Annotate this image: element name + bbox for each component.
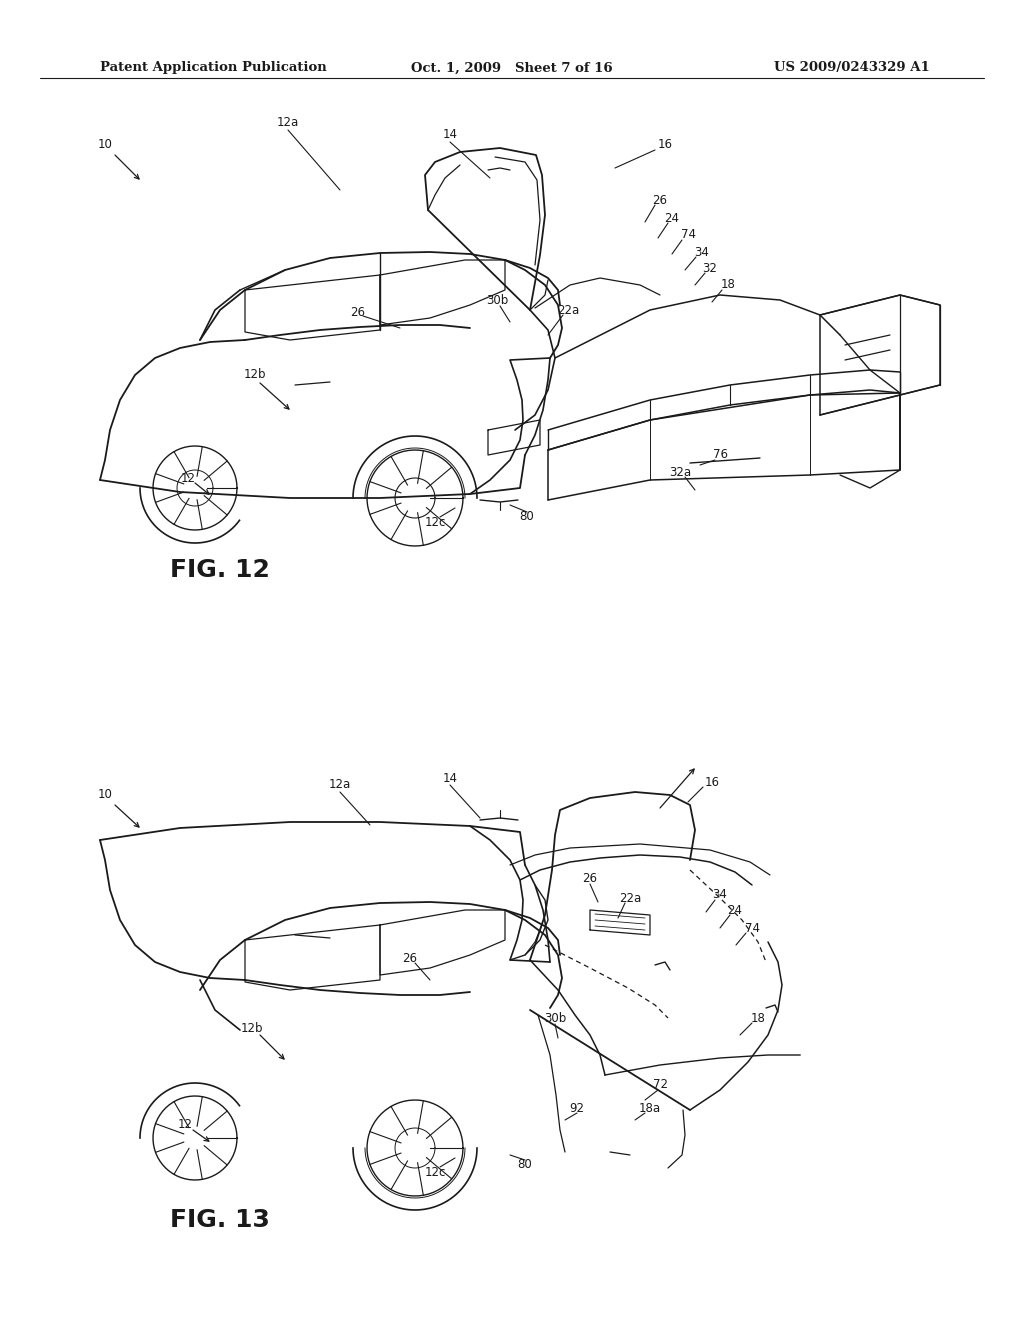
Text: 24: 24 xyxy=(727,903,742,916)
Text: 22a: 22a xyxy=(618,891,641,904)
Text: 74: 74 xyxy=(744,921,760,935)
Text: 12c: 12c xyxy=(424,1166,445,1179)
Text: 16: 16 xyxy=(657,139,673,152)
Text: Oct. 1, 2009   Sheet 7 of 16: Oct. 1, 2009 Sheet 7 of 16 xyxy=(412,62,612,74)
Text: 12a: 12a xyxy=(276,116,299,128)
Text: 22a: 22a xyxy=(557,304,580,317)
Text: 80: 80 xyxy=(519,511,535,524)
Text: 34: 34 xyxy=(713,888,727,902)
Text: 12c: 12c xyxy=(424,516,445,528)
Text: 26: 26 xyxy=(652,194,668,206)
Text: 18a: 18a xyxy=(639,1101,662,1114)
Text: 16: 16 xyxy=(705,776,720,788)
Text: 18: 18 xyxy=(721,279,735,292)
Text: FIG. 13: FIG. 13 xyxy=(170,1208,270,1232)
Text: 30b: 30b xyxy=(485,293,508,306)
Text: 34: 34 xyxy=(694,246,710,259)
Text: 26: 26 xyxy=(350,305,366,318)
Text: 10: 10 xyxy=(97,139,113,152)
Text: FIG. 12: FIG. 12 xyxy=(170,558,270,582)
Text: US 2009/0243329 A1: US 2009/0243329 A1 xyxy=(774,62,930,74)
Text: 80: 80 xyxy=(517,1159,532,1172)
Text: 14: 14 xyxy=(442,128,458,141)
Text: 74: 74 xyxy=(681,228,695,242)
Text: 24: 24 xyxy=(665,211,680,224)
Text: 32: 32 xyxy=(702,261,718,275)
Text: 32a: 32a xyxy=(669,466,691,479)
Text: 12: 12 xyxy=(180,471,196,484)
Text: 12b: 12b xyxy=(241,1022,263,1035)
Text: 10: 10 xyxy=(97,788,113,801)
Text: 18: 18 xyxy=(751,1011,765,1024)
Text: 76: 76 xyxy=(713,449,727,462)
Text: 30b: 30b xyxy=(544,1011,566,1024)
Text: 26: 26 xyxy=(402,952,418,965)
Text: 26: 26 xyxy=(583,871,597,884)
Text: 92: 92 xyxy=(569,1101,585,1114)
Text: 12: 12 xyxy=(177,1118,193,1131)
Text: 12a: 12a xyxy=(329,779,351,792)
Text: 14: 14 xyxy=(442,771,458,784)
Text: 12b: 12b xyxy=(244,368,266,381)
Text: 72: 72 xyxy=(652,1078,668,1092)
Text: Patent Application Publication: Patent Application Publication xyxy=(100,62,327,74)
